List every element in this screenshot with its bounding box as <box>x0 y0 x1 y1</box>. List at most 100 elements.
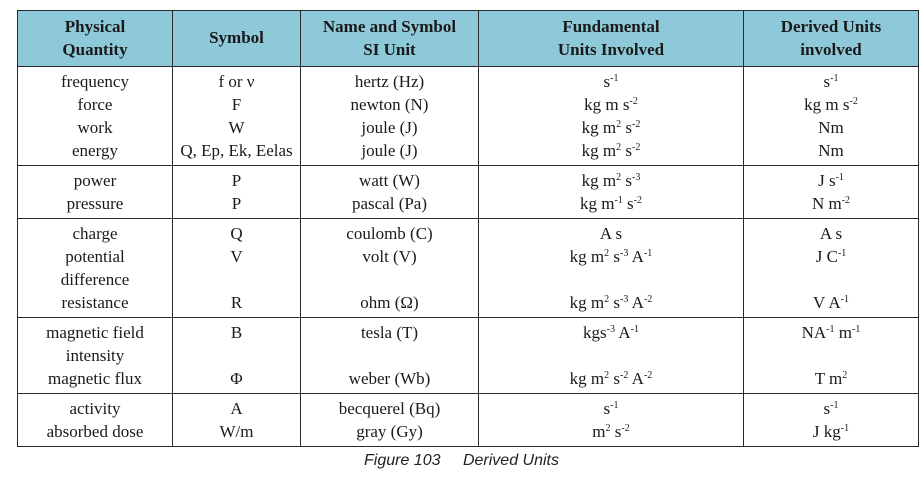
si-unit-text: pascal (Pa) <box>351 194 428 213</box>
derived-units-text <box>744 268 918 291</box>
unit-exponent: -1 <box>852 324 861 335</box>
derived-units-text: Nm <box>744 116 918 139</box>
quantity-text: magnetic field <box>46 323 144 342</box>
si-unit-text <box>301 344 478 367</box>
cell-fundamental-units: kg m2 s-3 kg m-1 s-2 <box>478 165 744 219</box>
unit-part: m <box>834 323 853 342</box>
symbol-text <box>173 268 300 291</box>
fundamental-units-text <box>479 268 743 291</box>
unit-exponent: 2 <box>604 294 610 305</box>
derived-units-table: Physical Quantity Symbol Name and Symbol… <box>17 10 919 447</box>
cell-si-unit: hertz (Hz) newton (N) joule (J) joule (J) <box>300 66 479 166</box>
quantity-text: potential <box>65 247 125 266</box>
unit-exponent: -2 <box>643 294 653 305</box>
cell-physical-quantity: magnetic field intensity magnetic flux <box>17 317 173 394</box>
unit-exponent: -1 <box>840 294 849 305</box>
quantity-text: work <box>77 118 113 137</box>
unit-part: s <box>609 369 621 388</box>
unit-part: kg m <box>569 247 605 266</box>
unit-exponent: 2 <box>616 172 622 183</box>
unit-part: N m <box>811 194 842 213</box>
derived-units-text: N m-2 <box>744 192 918 215</box>
cell-fundamental-units: A s kg m2 s-3 A-1 kg m2 s-3 A-2 <box>478 218 744 318</box>
unit-part: kg m <box>569 369 605 388</box>
header-derived-units: Derived Units involved <box>743 10 919 67</box>
derived-units-text: J C-1 <box>744 245 918 268</box>
derived-units-text: V A-1 <box>744 291 918 314</box>
unit-part: s <box>622 194 634 213</box>
unit-exponent: -2 <box>632 142 641 153</box>
unit-exponent: -1 <box>830 400 839 411</box>
unit-exponent: 2 <box>842 370 848 381</box>
derived-units-text: Nm <box>744 139 918 162</box>
header-line: Physical <box>64 16 126 36</box>
derived-units-text: s-1 <box>744 397 918 420</box>
fundamental-units-text: kg m2 s-2 <box>479 139 743 162</box>
si-unit-text: ohm (Ω) <box>360 293 419 312</box>
unit-part: m <box>592 422 606 441</box>
fundamental-units-text <box>479 344 743 367</box>
cell-si-unit: coulomb (C) volt (V) ohm (Ω) <box>300 218 479 318</box>
unit-part: NA <box>801 323 827 342</box>
unit-part: s <box>823 399 831 418</box>
header-fundamental-units: Fundamental Units Involved <box>478 10 744 67</box>
unit-part: s <box>610 422 622 441</box>
unit-part: Nm <box>818 141 844 160</box>
si-unit-text: becquerel (Bq) <box>338 399 441 418</box>
quantity-text: force <box>77 95 113 114</box>
derived-units-text: A s <box>744 222 918 245</box>
si-unit-text: tesla (T) <box>360 323 419 342</box>
cell-si-unit: becquerel (Bq) gray (Gy) <box>300 393 479 447</box>
symbol-text: Φ <box>230 369 243 388</box>
unit-exponent: -1 <box>630 324 639 335</box>
symbol-text: R <box>230 293 243 312</box>
si-unit-text: watt (W) <box>359 171 420 190</box>
unit-exponent: -1 <box>840 423 850 434</box>
unit-part: kg m <box>579 194 615 213</box>
quantity-text: intensity <box>65 346 125 365</box>
fundamental-units-text: s-1 <box>479 397 743 420</box>
derived-units-text <box>744 344 918 367</box>
unit-exponent: -2 <box>849 96 858 107</box>
table-header: Physical Quantity Symbol Name and Symbol… <box>17 10 919 67</box>
unit-part: kg m <box>569 293 605 312</box>
unit-part: s <box>609 247 621 266</box>
symbol-text: Q <box>230 224 243 243</box>
unit-exponent: -2 <box>632 119 641 130</box>
unit-part: kg m <box>581 171 617 190</box>
unit-part: A <box>628 293 644 312</box>
cell-si-unit: tesla (T) weber (Wb) <box>300 317 479 394</box>
si-unit-text: hertz (Hz) <box>354 72 425 91</box>
derived-units-text: J kg-1 <box>744 420 918 443</box>
unit-part: J C <box>815 247 838 266</box>
unit-part: s <box>609 293 621 312</box>
quantity-text: frequency <box>61 72 129 91</box>
quantity-text: power <box>73 171 117 190</box>
header-line: SI Unit <box>363 39 416 59</box>
cell-symbol: A W/m <box>172 393 301 447</box>
si-unit-text <box>301 268 478 291</box>
cell-derived-units: s-1 J kg-1 <box>743 393 919 447</box>
table-body: frequency force work energy f or ν F W Q, Ep, E… <box>17 66 919 447</box>
unit-exponent: 2 <box>616 119 622 130</box>
symbol-text: B <box>230 323 243 342</box>
fundamental-units-text: m2 s-2 <box>479 420 743 443</box>
symbol-text: F <box>231 95 242 114</box>
derived-units-text: J s-1 <box>744 169 918 192</box>
symbol-text: V <box>230 247 243 266</box>
unit-exponent: -1 <box>643 248 653 259</box>
quantity-text: difference <box>60 270 130 289</box>
fundamental-units-text: kg m s-2 <box>479 93 743 116</box>
symbol-text: A <box>230 399 243 418</box>
header-row: Physical Quantity Symbol Name and Symbol… <box>17 10 919 67</box>
si-unit-text: joule (J) <box>361 141 418 160</box>
unit-part: Nm <box>818 118 844 137</box>
symbol-text: Q, Ep, Ek, Eelas <box>180 141 293 160</box>
symbol-text: W <box>228 118 245 137</box>
unit-part: s <box>603 399 611 418</box>
